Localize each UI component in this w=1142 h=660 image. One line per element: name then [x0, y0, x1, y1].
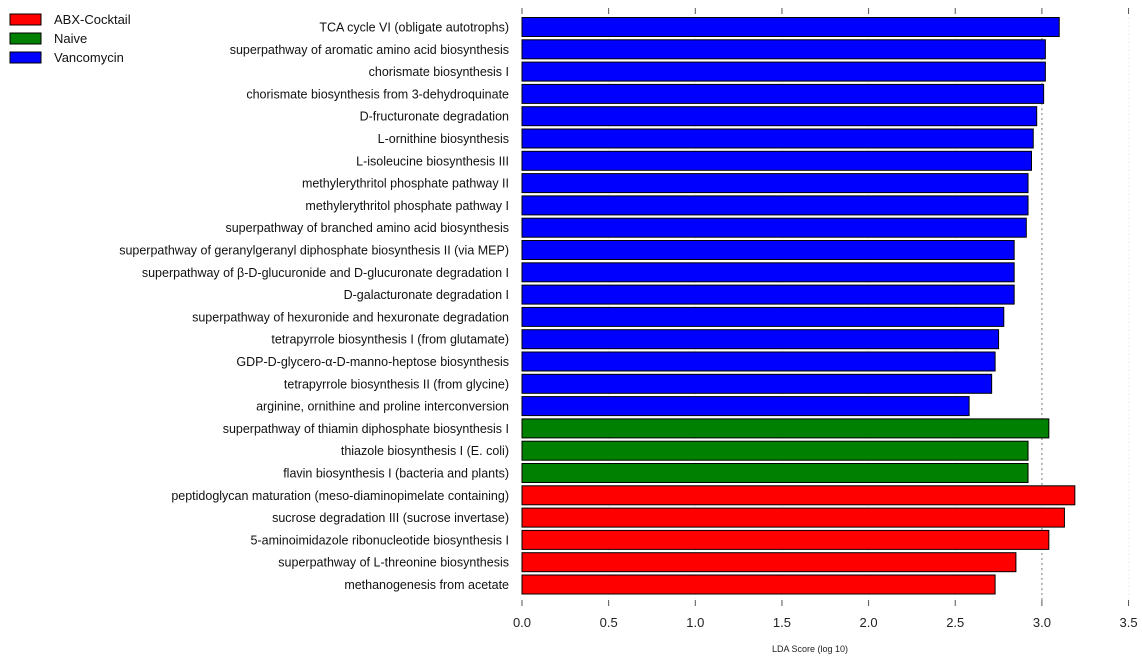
bar [521, 529, 1050, 550]
category-label: superpathway of aromatic amino acid bios… [230, 43, 509, 57]
category-label: L-isoleucine biosynthesis III [356, 154, 509, 168]
bar [521, 128, 1034, 149]
category-label: flavin biosynthesis I (bacteria and plan… [283, 467, 509, 481]
x-tick-label: 0.5 [600, 615, 618, 630]
category-label: TCA cycle VI (obligate autotrophs) [319, 21, 509, 35]
category-label: GDP-D-glycero-α-D-manno-heptose biosynth… [236, 355, 509, 369]
bar [521, 83, 1045, 104]
bar [521, 574, 996, 595]
bar [521, 150, 1033, 171]
bar [521, 173, 1029, 194]
legend-swatch [9, 51, 42, 64]
bar [521, 106, 1038, 127]
category-label: superpathway of geranylgeranyl diphospha… [119, 244, 509, 258]
bar [521, 61, 1046, 82]
bar [521, 507, 1065, 528]
bar [521, 240, 1015, 260]
category-label: superpathway of hexuronide and hexuronat… [192, 310, 509, 324]
category-label: superpathway of branched amino acid bios… [225, 221, 509, 235]
bar [521, 284, 1015, 305]
category-label: arginine, ornithine and proline intercon… [256, 400, 509, 414]
category-label: sucrose degradation III (sucrose inverta… [272, 511, 509, 525]
bar [521, 195, 1029, 216]
category-label: 5-aminoimidazole ribonucleotide biosynth… [251, 533, 509, 547]
category-label: D-galacturonate degradation I [344, 288, 509, 302]
category-label: L-ornithine biosynthesis [378, 132, 509, 146]
category-label: methanogenesis from acetate [344, 578, 509, 592]
x-tick-label: 3.5 [1120, 615, 1138, 630]
category-label: chorismate biosynthesis I [369, 65, 509, 79]
x-tick-label: 2.0 [860, 615, 878, 630]
category-label: superpathway of thiamin diphosphate bios… [223, 422, 509, 436]
category-label: peptidoglycan maturation (meso-diaminopi… [171, 489, 509, 503]
bar [521, 262, 1015, 283]
legend-swatch [9, 13, 42, 26]
legend-label: ABX-Cocktail [54, 12, 131, 27]
x-tick-label: 2.5 [946, 615, 964, 630]
category-label: chorismate biosynthesis from 3-dehydroqu… [246, 87, 509, 101]
x-tick-label: 3.0 [1033, 615, 1051, 630]
bar [521, 485, 1076, 506]
category-label: D-fructuronate degradation [360, 110, 509, 124]
bar [521, 17, 1060, 37]
bar [521, 463, 1029, 483]
category-label: tetrapyrrole biosynthesis I (from glutam… [271, 333, 509, 347]
category-label: tetrapyrrole biosynthesis II (from glyci… [284, 377, 509, 391]
category-label: thiazole biosynthesis I (E. coli) [341, 444, 509, 458]
bar [521, 217, 1027, 238]
bar [521, 418, 1050, 439]
legend-label: Vancomycin [54, 50, 124, 65]
bar [521, 552, 1017, 573]
bar [521, 373, 993, 394]
x-tick-label: 1.0 [686, 615, 704, 630]
x-tick-label: 1.5 [773, 615, 791, 630]
category-label: methylerythritol phosphate pathway II [302, 177, 509, 191]
x-axis-label: LDA Score (log 10) [772, 644, 848, 654]
x-tick-label: 0.0 [513, 615, 531, 630]
bar [521, 306, 1005, 327]
category-label: superpathway of L-threonine biosynthesis [278, 556, 509, 570]
bar [521, 39, 1046, 60]
bar [521, 396, 970, 417]
legend-label: Naive [54, 31, 87, 46]
category-label: superpathway of β-D-glucuronide and D-gl… [142, 266, 509, 280]
bar [521, 440, 1029, 461]
bar [521, 351, 996, 372]
bar [521, 329, 1000, 350]
category-label: methylerythritol phosphate pathway I [305, 199, 509, 213]
legend-swatch [9, 32, 42, 45]
